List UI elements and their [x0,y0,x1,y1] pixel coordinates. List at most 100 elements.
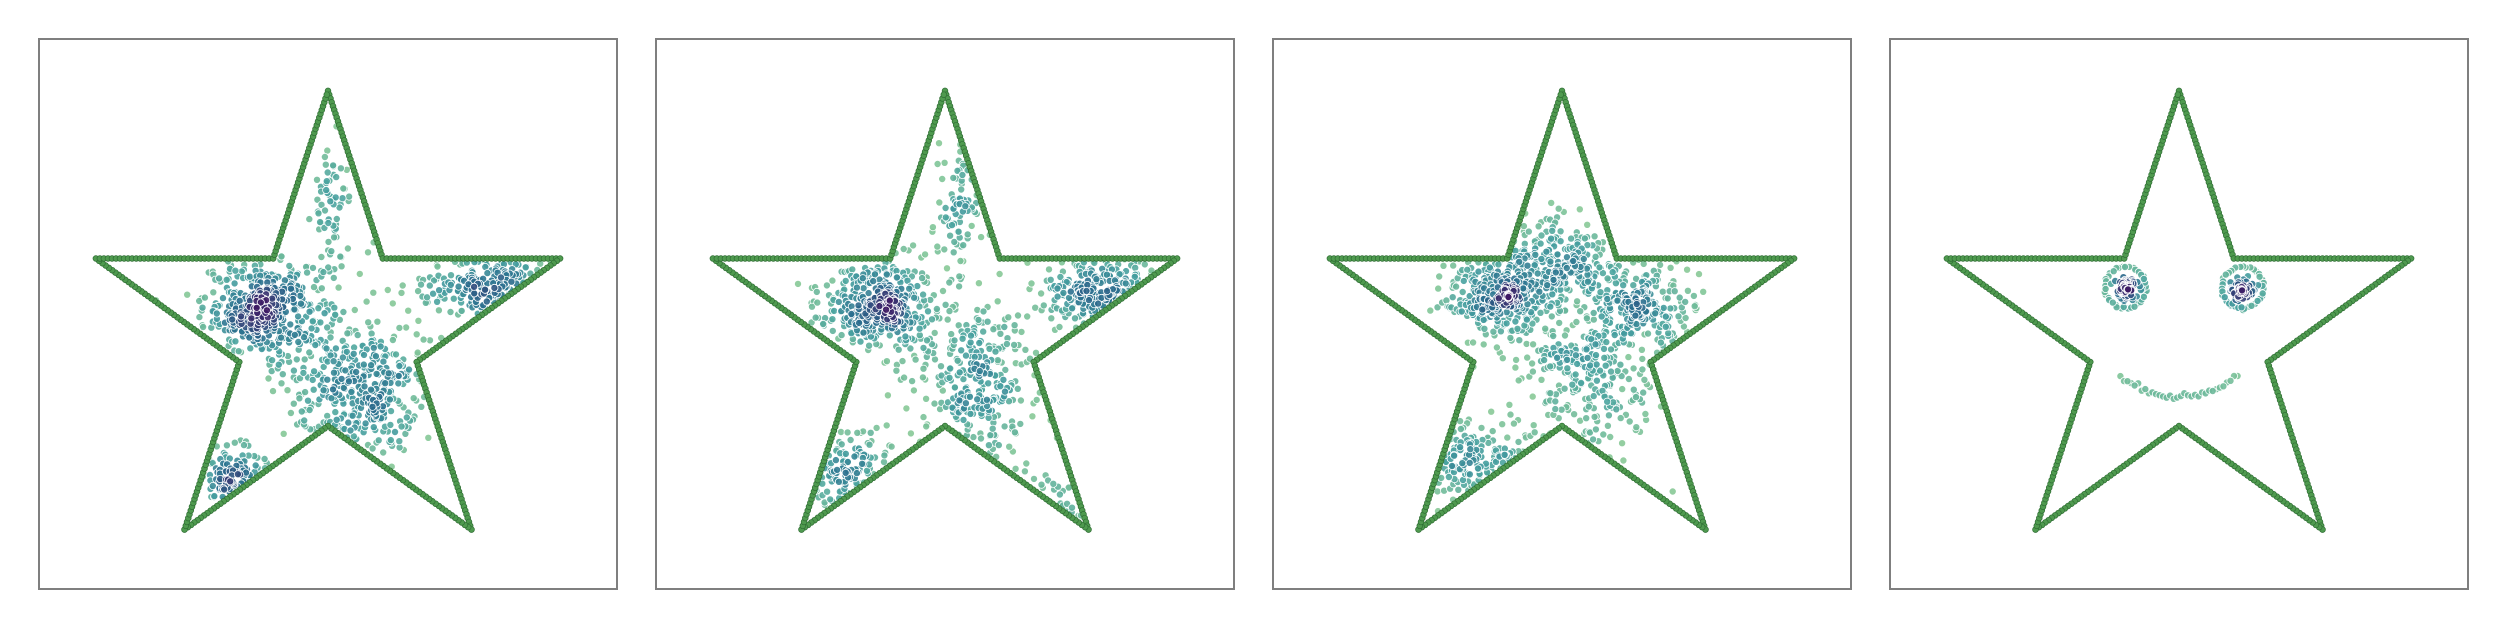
sample-point [1690,302,1699,311]
sample-point [374,436,383,445]
sample-point [2221,270,2230,279]
sample-point [958,334,967,343]
sample-point [346,426,355,435]
sample-point [260,454,269,463]
sample-point [975,338,984,347]
sample-point [395,437,404,446]
sample-point [961,399,970,408]
sample-point [331,408,340,417]
sample-point [373,317,382,326]
sample-point [397,422,406,431]
sample-point [856,337,865,346]
sample-point [300,416,309,425]
sample-point [1000,387,1009,396]
sample-point [326,197,335,206]
sample-point [483,269,492,278]
sample-point [898,357,907,366]
sample-point [200,293,209,302]
sample-point [899,244,908,253]
sample-point [332,415,341,424]
sample-point [2130,381,2139,390]
sample-point [361,419,370,428]
sample-point [1528,392,1537,401]
sample-point [1013,311,1022,320]
sample-point [343,329,352,338]
sample-point [1599,430,1608,439]
sample-point [1115,270,1124,279]
sample-point [1601,361,1610,370]
sample-point [1583,220,1592,229]
sample-point [1046,275,1055,284]
sample-point [305,405,314,414]
sample-point [1480,324,1489,333]
sample-point [1570,410,1579,419]
sample-point [372,369,381,378]
sample-point [371,352,380,361]
sample-point [1608,268,1617,277]
sample-point [307,324,316,333]
sample-point [385,395,394,404]
sample-point [1444,472,1453,481]
sample-point [882,357,891,366]
sample-point [331,310,340,319]
sample-point [323,168,332,177]
sample-point [947,221,956,230]
sample-point [906,429,915,438]
sample-point [1465,470,1474,479]
sample-point [1589,315,1598,324]
sample-point [1603,397,1612,406]
sample-point [482,297,491,306]
sample-point [919,290,928,299]
sample-point [1569,256,1578,265]
sample-point [1592,376,1601,385]
sample-point [379,357,388,366]
sample-point [1606,345,1615,354]
sample-point [1606,367,1615,376]
sample-point [1059,288,1068,297]
sample-point [368,402,377,411]
sample-point [2255,272,2264,281]
sample-point [2101,284,2110,293]
sample-point [286,284,295,293]
sample-point [366,385,375,394]
sample-point [1624,374,1633,383]
sample-point [226,477,235,486]
sample-point [1666,263,1675,272]
sample-point [1512,355,1521,364]
sample-point [296,299,305,308]
sample-point [230,279,239,288]
sample-point [394,371,403,380]
sample-point [869,277,878,286]
sample-point [245,272,254,281]
sample-point [246,344,255,353]
sample-point [957,185,966,194]
sample-point [277,379,286,388]
sample-point [338,194,347,203]
sample-point [846,435,855,444]
sample-point [1572,317,1581,326]
sample-point [1000,322,1009,331]
sample-point [324,218,333,227]
sample-point [1514,376,1523,385]
sample-point [362,297,371,306]
sample-point [198,303,207,312]
sample-point [1573,297,1582,306]
sample-point [1031,348,1040,357]
sample-point [1536,308,1545,317]
sample-point [1629,364,1638,373]
sample-point [1591,351,1600,360]
sample-point [322,186,331,195]
sample-point [950,336,959,345]
sample-point [1505,400,1514,409]
sample-point [1661,312,1670,321]
sample-point [1618,385,1627,394]
sample-point [404,365,413,374]
sample-point [865,341,874,350]
sample-point [1068,304,1077,313]
sample-point [2141,385,2150,394]
sample-point [402,413,411,422]
sample-point [1577,378,1586,387]
sample-point [218,294,227,303]
sample-point [966,338,975,347]
sample-point [1674,312,1683,321]
